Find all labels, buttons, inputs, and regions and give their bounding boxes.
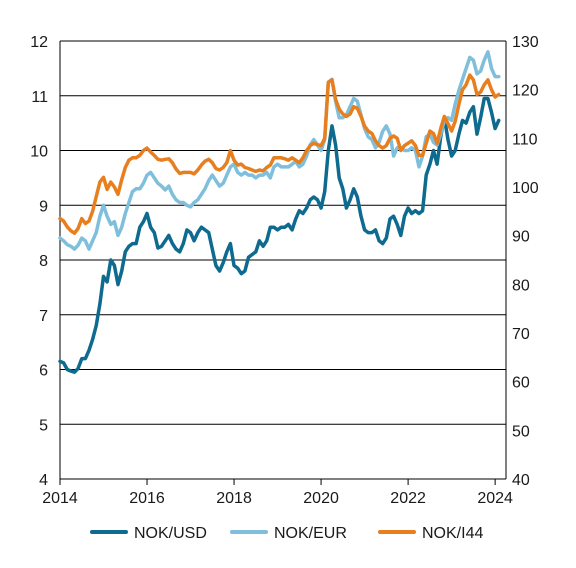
left-y-tick-label: 7	[39, 308, 48, 325]
right-y-axis-ticks: 40 50 60 70 80 90 100 110 120 130	[512, 34, 539, 489]
legend: NOK/USD NOK/EUR NOK/I44	[90, 525, 483, 542]
x-axis-ticks: 2014 2016 2018 2020 2022 2024	[42, 479, 513, 507]
series-lines	[58, 50, 501, 374]
left-y-tick-label: 12	[30, 34, 48, 51]
right-y-tick-label: 70	[512, 326, 530, 343]
legend-label: NOK/EUR	[274, 525, 347, 542]
x-tick-label: 2014	[42, 490, 78, 507]
x-tick-label: 2016	[129, 490, 165, 507]
left-y-tick-label: 9	[39, 198, 48, 215]
series-line-nok-usd	[58, 96, 501, 374]
series-line-nok-i44	[58, 73, 501, 235]
right-y-tick-label: 40	[512, 472, 530, 489]
left-y-tick-label: 11	[31, 89, 48, 106]
x-tick-label: 2020	[303, 490, 339, 507]
right-y-tick-label: 110	[512, 131, 538, 148]
legend-label: NOK/I44	[422, 525, 483, 542]
right-y-tick-label: 80	[512, 277, 530, 294]
right-y-tick-label: 60	[512, 375, 530, 392]
left-y-tick-label: 4	[39, 472, 48, 489]
left-y-axis-ticks: 4 5 6 7 8 9 10 11 12	[30, 34, 48, 489]
left-y-tick-label: 10	[30, 144, 48, 161]
legend-label: NOK/USD	[134, 525, 207, 542]
gridlines	[60, 40, 506, 425]
left-y-tick-label: 8	[39, 253, 48, 270]
x-tick-label: 2022	[390, 490, 426, 507]
left-y-tick-label: 5	[39, 417, 48, 434]
axes	[59, 41, 507, 480]
x-tick-label: 2018	[216, 490, 252, 507]
right-y-tick-label: 50	[512, 423, 530, 440]
right-y-tick-label: 130	[512, 34, 539, 51]
right-y-tick-label: 90	[512, 229, 530, 246]
right-y-tick-label: 120	[512, 83, 539, 100]
x-tick-label: 2024	[477, 490, 513, 507]
left-y-tick-label: 6	[39, 363, 48, 380]
right-y-tick-label: 100	[512, 180, 539, 197]
